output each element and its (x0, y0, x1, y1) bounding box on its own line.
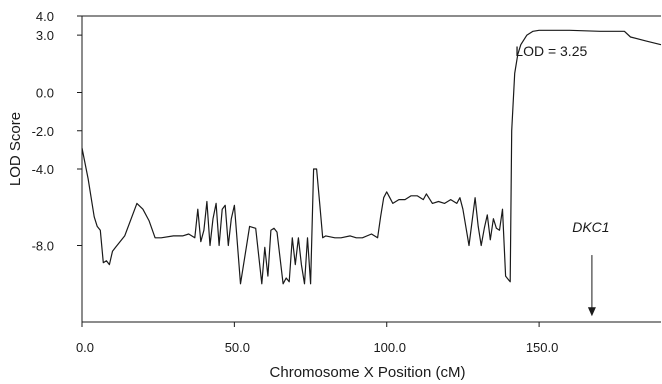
gene-label: DKC1 (572, 219, 609, 235)
y-tick-label: -8.0 (32, 239, 54, 254)
x-tick-label: 100.0 (373, 340, 406, 355)
y-ticks: 4.0 3.0 0.0 -2.0 -4.0 -8.0 (32, 9, 82, 254)
y-tick-label: 3.0 (36, 28, 54, 43)
y-axis-title: LOD Score (7, 112, 24, 186)
y-tick-label: -4.0 (32, 162, 54, 177)
x-tick-label: 0.0 (76, 340, 94, 355)
x-tick-label: 150.0 (526, 340, 559, 355)
lod-series-line (81, 29, 662, 285)
lod-peak-label: LOD = 3.25 (515, 43, 587, 59)
gene-arrow-head (587, 307, 596, 317)
y-tick-label: 0.0 (36, 86, 54, 101)
x-axis-title: Chromosome X Position (cM) (270, 364, 466, 381)
x-ticks: 0.0 50.0 100.0 150.0 (76, 322, 558, 355)
y-tick-label: 4.0 (36, 9, 54, 24)
annotations: LOD = 3.25 DKC1 (515, 43, 610, 317)
x-tick-label: 50.0 (225, 340, 250, 355)
plot-area: 0.0 50.0 100.0 150.0 4.03.00.0-2.0-4.0-8.0 … (32, 9, 662, 355)
y-tick-label: -2.0 (32, 124, 54, 139)
